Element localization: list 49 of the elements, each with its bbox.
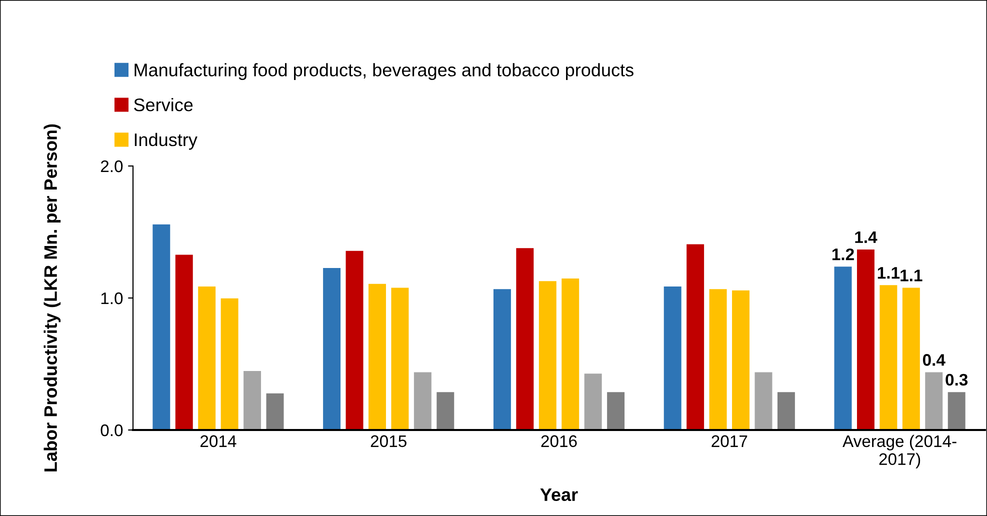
x-tick-label: 2014 [200, 435, 236, 448]
bar [856, 248, 876, 430]
legend-label: Manufacturing food products, beverages and tobacco products [134, 63, 634, 80]
bar [560, 278, 580, 430]
y-axis-title: Labor Productivity (LKR Mn. per Person) [44, 124, 61, 472]
x-tick-label: 2017 [712, 435, 748, 448]
bar [538, 280, 558, 430]
y-tick-label: 1.0 [101, 292, 123, 304]
bar [902, 287, 921, 430]
data-label: 1.4 [855, 231, 878, 243]
data-label: 0.3 [946, 374, 968, 386]
y-tick-label: 0.0 [100, 424, 123, 436]
bar [220, 298, 239, 430]
bar [924, 372, 944, 430]
bar [492, 288, 512, 430]
bar [686, 244, 705, 430]
bar [584, 372, 603, 430]
data-label: 0.4 [922, 354, 946, 366]
bar [413, 372, 432, 430]
bar [242, 370, 262, 430]
bar [197, 286, 216, 430]
bar [754, 372, 773, 430]
bar [345, 250, 364, 430]
bar [879, 284, 898, 430]
bar [174, 254, 194, 430]
legend-label: Industry [134, 132, 198, 150]
bar [266, 392, 284, 430]
y-tick-label: 2.0 [100, 160, 123, 172]
bar [322, 267, 342, 430]
bar [663, 286, 682, 430]
bar [436, 391, 455, 430]
bar [515, 247, 534, 430]
bar [731, 290, 750, 430]
bar [947, 391, 966, 430]
bar [368, 283, 387, 430]
bar [390, 287, 410, 430]
bar [708, 288, 728, 430]
x-tick-label: 2015 [370, 435, 406, 448]
x-tick-label: Average (2014- 2017) [842, 434, 956, 468]
x-axis-title: Year [540, 488, 578, 502]
data-label: 1.1 [900, 270, 922, 282]
legend-label: Service [134, 98, 193, 112]
bar [152, 224, 171, 430]
bar [834, 266, 852, 430]
x-tick-label: 2016 [541, 435, 577, 448]
data-label: 1.1 [878, 267, 900, 279]
bar [776, 391, 796, 430]
bar [606, 391, 626, 430]
data-label: 1.2 [832, 248, 854, 260]
